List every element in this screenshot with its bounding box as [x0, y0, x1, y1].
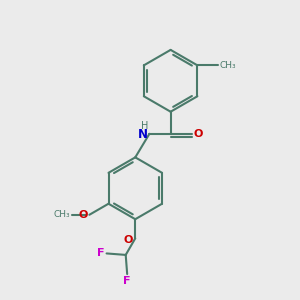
Text: O: O [78, 210, 88, 220]
Text: CH₃: CH₃ [54, 210, 70, 219]
Text: H: H [141, 122, 148, 131]
Text: O: O [194, 129, 203, 139]
Text: O: O [124, 235, 133, 244]
Text: F: F [123, 276, 131, 286]
Text: CH₃: CH₃ [220, 61, 236, 70]
Text: F: F [97, 248, 104, 258]
Text: N: N [138, 128, 148, 142]
